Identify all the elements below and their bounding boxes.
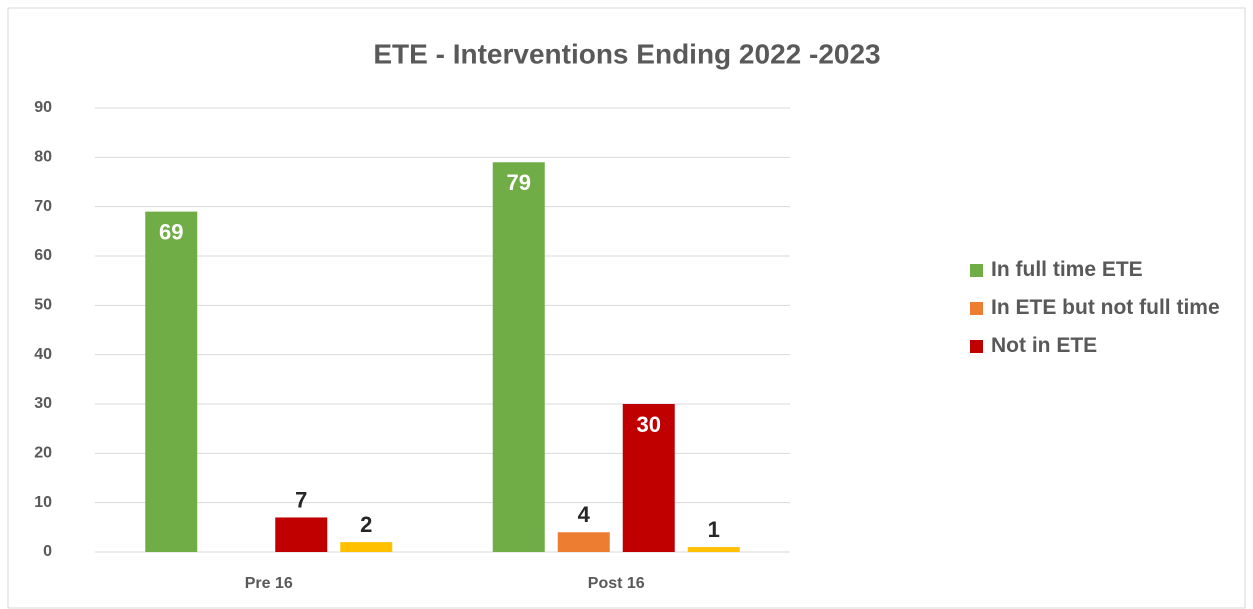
- bar: [557, 532, 610, 552]
- legend-swatch: [970, 302, 983, 315]
- legend-item: Not in ETE: [970, 331, 1230, 361]
- data-label: 1: [708, 517, 720, 542]
- legend-swatch: [970, 264, 983, 277]
- data-label: 69: [159, 219, 183, 244]
- y-tick-label: 30: [34, 395, 52, 412]
- data-label: 7: [295, 487, 307, 512]
- y-tick-label: 20: [34, 445, 52, 462]
- legend-item: In full time ETE: [970, 255, 1230, 285]
- legend-label: Not in ETE: [991, 334, 1098, 357]
- y-tick-label: 0: [43, 543, 52, 560]
- bar: [492, 162, 545, 552]
- x-tick-label: Post 16: [588, 575, 645, 592]
- legend-label: In full time ETE: [991, 258, 1143, 281]
- legend-item: In ETE but not full time: [970, 293, 1230, 323]
- y-tick-label: 90: [34, 99, 52, 116]
- legend-swatch: [970, 340, 983, 353]
- y-tick-label: 10: [34, 494, 52, 511]
- chart-title: ETE - Interventions Ending 2022 -2023: [373, 38, 880, 69]
- legend-label: In ETE but not full time: [991, 296, 1220, 319]
- y-tick-label: 80: [34, 149, 52, 166]
- x-tick-label: Pre 16: [245, 575, 293, 592]
- y-tick-label: 60: [34, 247, 52, 264]
- data-label: 4: [578, 502, 591, 527]
- bar: [145, 211, 198, 552]
- bar: [622, 404, 675, 552]
- bar: [687, 547, 740, 552]
- bar: [340, 542, 393, 552]
- bar: [275, 517, 328, 552]
- legend: In full time ETE In ETE but not full time…: [970, 255, 1230, 369]
- data-label: 79: [507, 170, 531, 195]
- y-tick-label: 70: [34, 198, 52, 215]
- y-tick-label: 40: [34, 346, 52, 363]
- data-label: 30: [637, 412, 661, 437]
- data-label: 2: [360, 512, 372, 537]
- y-tick-label: 50: [34, 297, 52, 314]
